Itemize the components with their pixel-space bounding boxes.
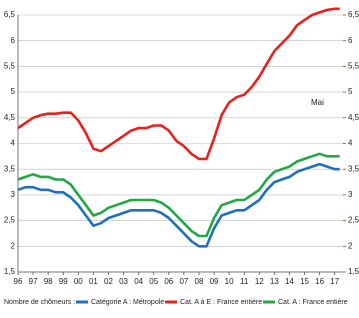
series-line [17, 152, 340, 238]
y-tick-label: 6 [11, 36, 16, 45]
x-tick-label: 08 [195, 277, 204, 286]
y-tick-label: 5,5 [4, 62, 16, 71]
x-tick-label: 99 [59, 277, 68, 286]
x-tick-label: 11 [240, 277, 249, 286]
x-tick-label: 96 [14, 277, 23, 286]
legend-label: Cat. A : France entière [278, 299, 348, 306]
annotation: Mai [311, 98, 324, 107]
x-tick-label: 06 [164, 277, 173, 286]
y2-tick-label: 2,5 [348, 216, 359, 225]
x-tick-label: 14 [285, 277, 294, 286]
y2-tick-label: 1,5 [348, 267, 359, 276]
x-tick-label: 09 [210, 277, 219, 286]
y-tick-label: 4 [11, 139, 16, 148]
x-tick-label: 15 [300, 277, 309, 286]
series-line [17, 162, 340, 248]
y-tick-label: 4,5 [4, 113, 16, 122]
x-tick-label: 97 [29, 277, 38, 286]
y2-tick-label: 2 [348, 241, 353, 250]
x-tick-label: 01 [89, 277, 98, 286]
x-tick-label: 10 [225, 277, 234, 286]
x-tick-label: 12 [255, 277, 264, 286]
y2-tick-label: 5,5 [348, 62, 359, 71]
x-tick-label: 05 [149, 277, 158, 286]
y-tick-label: 6,5 [4, 10, 16, 19]
x-tick-label: 17 [330, 277, 339, 286]
legend-label: Catégorie A : Métropole [91, 299, 164, 306]
y2-tick-label: 4,5 [348, 113, 359, 122]
y-tick-label: 3,5 [4, 164, 16, 173]
legend-label: Cat. A à E : France entière [180, 299, 262, 306]
y2-tick-label: 3,5 [348, 164, 359, 173]
y2-tick-label: 5 [348, 87, 353, 96]
x-tick-label: 04 [134, 277, 143, 286]
y2-tick-label: 6 [348, 36, 353, 45]
y2-tick-label: 4 [348, 139, 353, 148]
y-tick-label: 3 [11, 190, 16, 199]
x-tick-label: 03 [119, 277, 128, 286]
x-tick-label: 02 [104, 277, 113, 286]
x-tick-label: 07 [179, 277, 188, 286]
x-tick-label: 98 [44, 277, 53, 286]
x-tick-label: 13 [270, 277, 279, 286]
y-tick-label: 1,5 [4, 267, 16, 276]
y-tick-label: 2,5 [4, 216, 16, 225]
y-tick-label: 5 [11, 87, 16, 96]
legend-title: Nombre de chômeurs : [4, 299, 75, 306]
x-tick-label: 00 [74, 277, 83, 286]
x-tick-label: 16 [315, 277, 324, 286]
series-line [17, 7, 340, 161]
y-tick-label: 2 [11, 241, 16, 250]
y2-tick-label: 3 [348, 190, 353, 199]
y2-tick-label: 6,5 [348, 10, 359, 19]
